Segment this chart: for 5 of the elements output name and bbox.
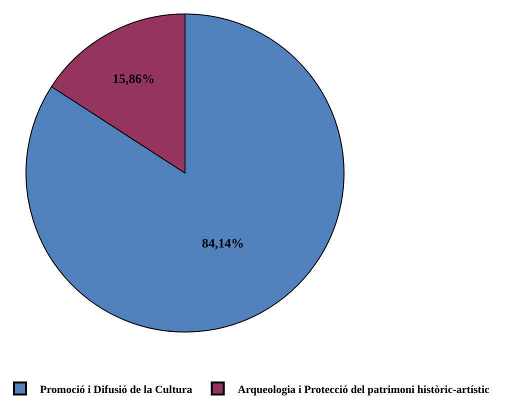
legend-label: Arqueologia i Protecció del patrimoni històric-artístic [238,384,490,396]
data-label: 84,14% [202,235,244,250]
pie-slice [26,14,344,332]
data-label: 15,86% [112,70,155,86]
legend-label: Promoció i Difusió de la Cultura [40,384,193,396]
